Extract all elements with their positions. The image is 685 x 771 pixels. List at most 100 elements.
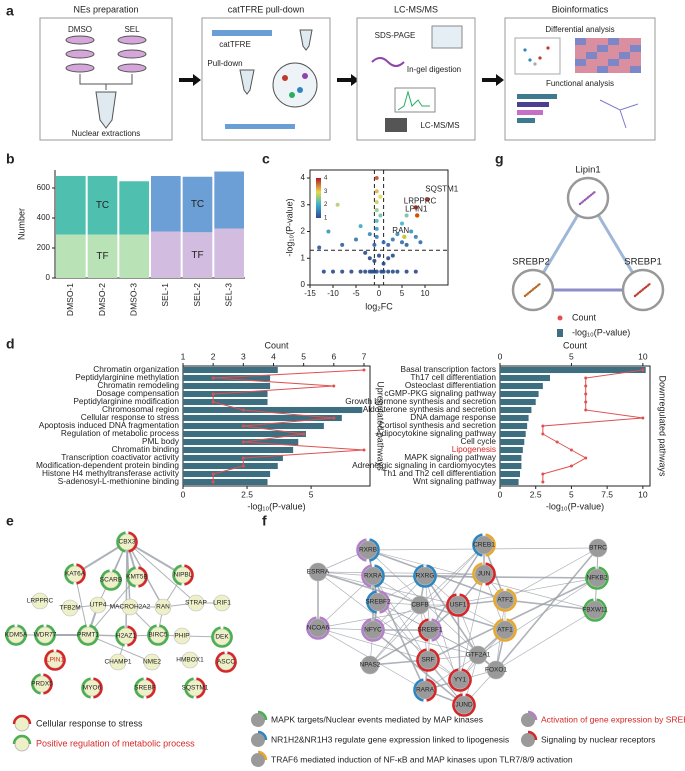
node xyxy=(117,627,135,645)
node-label: KDM5A xyxy=(5,632,28,639)
count-point xyxy=(241,424,245,428)
node-ring xyxy=(81,677,91,699)
panel-label: b xyxy=(6,151,15,167)
node-ring xyxy=(356,538,367,562)
decoration xyxy=(371,57,405,67)
node xyxy=(128,568,146,586)
node xyxy=(415,566,435,586)
decoration xyxy=(578,202,582,206)
legend-label: Signaling by nuclear receptors xyxy=(541,734,655,744)
colorbar-tick-label: 2 xyxy=(324,202,328,208)
decoration xyxy=(619,38,630,45)
x2-tick-label: 6 xyxy=(331,351,336,361)
category-label: Cell cycle xyxy=(460,436,496,446)
node xyxy=(486,660,506,680)
x2-tick-label: 2 xyxy=(211,351,216,361)
decoration xyxy=(630,66,641,73)
node-ring xyxy=(127,625,137,647)
decoration xyxy=(608,59,619,66)
node xyxy=(495,590,515,610)
node-label: CHAMP1 xyxy=(104,659,131,666)
x-tick-label: 10 xyxy=(638,489,648,499)
y-axis-label: -log₁₀(P-value) xyxy=(284,198,294,256)
edge xyxy=(504,599,596,611)
y-tick-label: 2 xyxy=(301,227,306,236)
category-label: Aldosterone synthesis and secretion xyxy=(363,404,497,414)
node-label: NIPBL xyxy=(174,572,193,579)
x2-tick-label: 4 xyxy=(271,351,276,361)
x-axis-label: -log₁₀(P-value) xyxy=(546,501,604,511)
node xyxy=(136,679,154,697)
annotation: SQSTM1 xyxy=(425,185,458,194)
step-label: In-gel digestion xyxy=(407,65,461,74)
x-tick-label: 10 xyxy=(421,289,430,298)
category-label: Adrenergic signaling in cardiomyocytes xyxy=(352,460,496,470)
node-ring xyxy=(418,618,429,642)
data-point xyxy=(335,202,340,207)
legend-label: -log₁₀(P-value) xyxy=(572,327,630,337)
decoration xyxy=(591,192,594,195)
data-point xyxy=(402,234,407,240)
node xyxy=(7,626,25,644)
step-label: SEL xyxy=(124,25,140,34)
bar-segment xyxy=(119,181,149,235)
decoration xyxy=(630,45,641,52)
node-ring xyxy=(446,593,470,617)
decoration xyxy=(525,293,528,296)
node-label: PHIP xyxy=(174,633,189,640)
node-ring xyxy=(452,693,476,717)
data-point xyxy=(377,253,381,258)
node xyxy=(587,568,607,588)
count-point xyxy=(555,440,559,444)
decoration xyxy=(580,201,583,204)
data-point xyxy=(400,221,404,226)
category-label: Lipogenesis xyxy=(452,444,496,454)
node-ring xyxy=(126,566,136,588)
x-tick-label: 0 xyxy=(181,489,186,499)
data-point xyxy=(374,226,379,231)
node-label: NME2 xyxy=(143,659,161,666)
x-tick-label: DMSO-3 xyxy=(128,283,138,316)
node-label: SREBF xyxy=(134,685,156,692)
node-ring xyxy=(5,624,27,646)
legend-ring xyxy=(12,714,32,725)
data-point xyxy=(349,269,354,274)
count-point xyxy=(584,408,588,412)
node-ring xyxy=(172,564,182,586)
step-label: SDS-PAGE xyxy=(375,31,416,40)
node-label: FBXW11 xyxy=(582,607,608,614)
node-ring xyxy=(413,564,437,588)
decoration xyxy=(586,38,597,45)
count-point xyxy=(584,376,588,380)
decoration xyxy=(597,52,608,59)
data-point xyxy=(404,213,409,218)
data-point xyxy=(374,208,379,213)
bar xyxy=(183,422,324,430)
node-label: PRDX5 xyxy=(31,681,53,688)
legend-label: MAPK targets/Nuclear events mediated by … xyxy=(271,714,483,724)
node-label: NPAS2 xyxy=(360,662,381,669)
node xyxy=(143,653,161,671)
node-label: RXRA xyxy=(364,573,383,580)
node-ring xyxy=(196,677,206,699)
node-label: NCOA6 xyxy=(307,625,330,632)
bar xyxy=(500,430,526,438)
node xyxy=(79,626,97,644)
colorbar xyxy=(316,178,321,218)
node xyxy=(363,620,383,640)
bar-segment xyxy=(87,176,118,235)
count-point xyxy=(584,384,588,388)
node xyxy=(358,540,378,560)
decoration xyxy=(640,289,643,292)
decoration xyxy=(608,66,619,73)
category-label: DNA damage response xyxy=(410,412,496,422)
bar xyxy=(183,398,268,406)
decoration xyxy=(517,102,549,107)
step-label: Pull-down xyxy=(207,59,242,68)
node-label: GTF2A1 xyxy=(466,652,491,659)
step-title: catTFRE pull-down xyxy=(228,4,305,14)
decoration xyxy=(272,62,318,108)
decoration xyxy=(79,74,133,90)
data-point xyxy=(386,269,391,274)
decoration xyxy=(583,198,586,202)
